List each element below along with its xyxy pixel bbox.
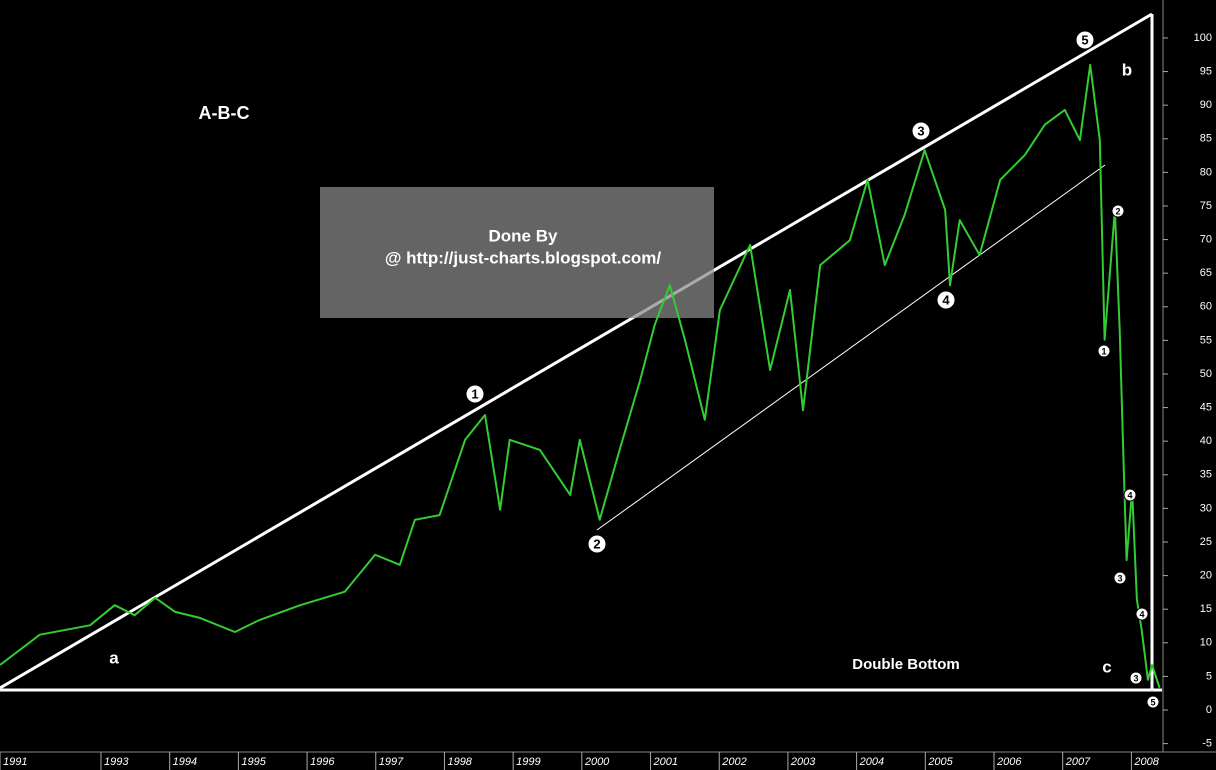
double-bottom-label: Double Bottom xyxy=(852,656,959,673)
x-tick-label: 1995 xyxy=(241,756,266,768)
x-tick-label: 2003 xyxy=(790,756,816,768)
wave-letter: a xyxy=(109,648,119,667)
x-tick-label: 2006 xyxy=(996,756,1022,768)
wave-number: 5 xyxy=(1150,697,1155,707)
wave-number: 3 xyxy=(1117,573,1122,583)
wave-marker xyxy=(1113,571,1127,585)
wave-marker xyxy=(1129,671,1143,685)
credit-box xyxy=(320,187,714,318)
y-tick-label: 85 xyxy=(1200,133,1212,145)
x-tick-label: 2002 xyxy=(721,756,746,768)
wave-number: 5 xyxy=(1081,32,1088,47)
x-tick-label: 1996 xyxy=(310,756,335,768)
x-tick-label: 2004 xyxy=(859,756,884,768)
x-tick-label: 2007 xyxy=(1065,756,1091,768)
y-tick-label: 50 xyxy=(1200,368,1212,380)
wave-number: 4 xyxy=(1139,609,1144,619)
x-tick-label: 1994 xyxy=(173,756,197,768)
x-axis-area xyxy=(0,752,1216,770)
y-tick-label: 70 xyxy=(1200,233,1212,245)
y-tick-label: 40 xyxy=(1200,435,1212,447)
wave-number: 4 xyxy=(942,292,950,307)
axes: -505101520253035404550556065707580859095… xyxy=(0,32,1212,770)
x-tick-label: 1991 xyxy=(3,756,27,768)
wave-marker xyxy=(936,290,956,310)
wave-number: 2 xyxy=(1115,206,1120,216)
y-tick-label: 90 xyxy=(1200,99,1212,111)
credit-text: @ http://just-charts.blogspot.com/ xyxy=(385,248,662,267)
credit-text: Done By xyxy=(489,226,559,245)
y-tick-label: 55 xyxy=(1200,334,1212,346)
x-tick-label: 1999 xyxy=(516,756,540,768)
x-tick-label: 2000 xyxy=(584,756,610,768)
y-tick-label: 65 xyxy=(1200,267,1212,279)
wave-marker xyxy=(1123,488,1137,502)
wave-letter: b xyxy=(1122,60,1132,79)
y-tick-label: 10 xyxy=(1200,637,1212,649)
y-tick-label: -5 xyxy=(1202,738,1212,750)
x-tick-label: 2008 xyxy=(1133,756,1159,768)
wave-number: 1 xyxy=(471,386,478,401)
price-line xyxy=(0,63,1161,689)
y-tick-label: 60 xyxy=(1200,301,1212,313)
wave-marker xyxy=(465,384,485,404)
wave-labels: 1 2 3 4 5 1 2 3 4 3 4 5 xyxy=(465,30,1160,709)
y-tick-label: 80 xyxy=(1200,166,1212,178)
y-tick-label: 45 xyxy=(1200,401,1212,413)
y-tick-label: 0 xyxy=(1206,704,1212,716)
wave-marker xyxy=(911,121,931,141)
y-tick-label: 100 xyxy=(1194,32,1212,44)
x-tick-label: 1997 xyxy=(379,756,404,768)
channel-line xyxy=(596,164,1106,531)
wave-marker xyxy=(587,534,607,554)
wave-marker xyxy=(1075,30,1095,50)
y-tick-label: 15 xyxy=(1200,603,1212,615)
x-tick-label: 2001 xyxy=(653,756,678,768)
wave-number: 3 xyxy=(917,123,924,138)
y-tick-label: 35 xyxy=(1200,469,1212,481)
y-tick-label: 75 xyxy=(1200,200,1212,212)
wave-letter: c xyxy=(1102,657,1111,676)
wave-marker xyxy=(1135,607,1149,621)
y-tick-label: 5 xyxy=(1206,670,1212,682)
upper-trendline xyxy=(0,12,1153,690)
wave-number: 4 xyxy=(1127,490,1132,500)
y-tick-label: 30 xyxy=(1200,502,1212,514)
y-tick-label: 25 xyxy=(1200,536,1212,548)
x-tick-label: 1998 xyxy=(447,756,472,768)
wave-marker xyxy=(1097,344,1111,358)
x-tick-label: 1993 xyxy=(104,756,129,768)
x-tick-label: 2005 xyxy=(927,756,953,768)
wave-marker xyxy=(1111,204,1125,218)
y-tick-label: 95 xyxy=(1200,65,1212,77)
wave-marker xyxy=(1146,695,1160,709)
wave-number: 2 xyxy=(593,536,600,551)
y-tick-label: 20 xyxy=(1200,569,1212,581)
wave-number: 1 xyxy=(1101,346,1106,356)
plot xyxy=(0,63,1161,689)
wave-number: 3 xyxy=(1133,673,1138,683)
pattern-label: A-B-C xyxy=(199,103,250,123)
y-axis-area xyxy=(1163,0,1216,752)
